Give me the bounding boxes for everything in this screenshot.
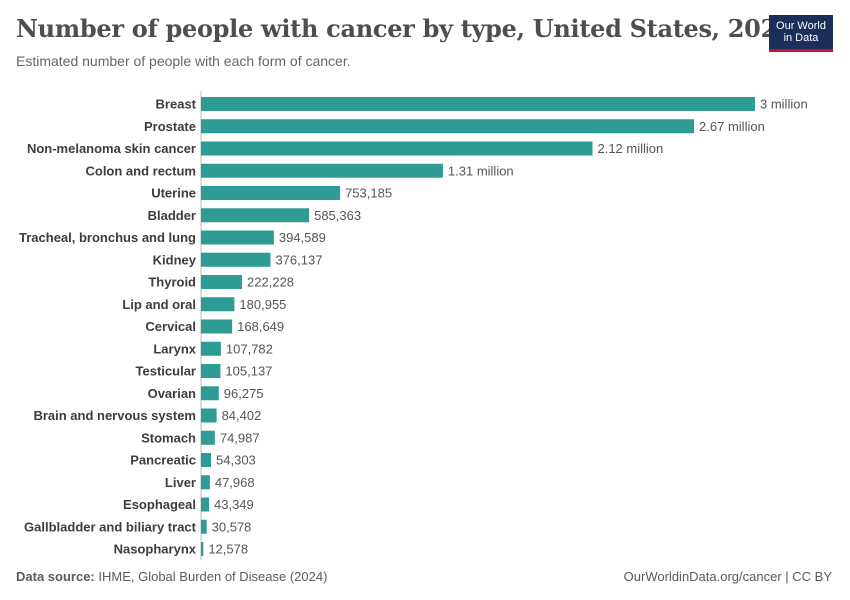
category-label: Bladder	[148, 208, 196, 223]
data-source: Data source: IHME, Global Burden of Dise…	[16, 569, 327, 584]
bar[interactable]	[201, 408, 217, 423]
value-label: 2.67 million	[699, 119, 765, 134]
category-label: Colon and rectum	[85, 163, 196, 178]
category-label: Liver	[165, 475, 196, 490]
value-label: 3 million	[760, 97, 808, 112]
value-label: 54,303	[216, 453, 256, 468]
value-label: 107,782	[226, 341, 273, 356]
logo-line-1: Our World	[776, 20, 826, 32]
bar[interactable]	[201, 453, 212, 467]
value-label: 12,578	[208, 542, 248, 557]
value-label: 394,589	[279, 230, 326, 245]
bar[interactable]	[201, 208, 310, 223]
bar[interactable]	[201, 97, 755, 111]
category-label: Stomach	[141, 430, 196, 445]
category-label: Breast	[156, 97, 197, 112]
value-label: 47,968	[215, 475, 255, 490]
category-label: Brain and nervous system	[33, 408, 196, 423]
bar[interactable]	[201, 163, 443, 178]
bar-chart: Breast 3 million Prostate 2.67 million Non-m…	[19, 91, 808, 560]
value-label: 96,275	[224, 386, 264, 401]
category-label: Larynx	[153, 341, 196, 356]
value-label: 585,363	[314, 208, 361, 223]
category-label: Pancreatic	[130, 453, 196, 468]
bar[interactable]	[201, 252, 271, 267]
bar[interactable]	[201, 386, 219, 401]
value-label: 84,402	[222, 408, 262, 423]
bar[interactable]	[201, 119, 695, 134]
value-label: 2.12 million	[597, 141, 663, 156]
logo-line-2: in Data	[783, 32, 819, 44]
bar[interactable]	[201, 475, 210, 490]
category-label: Nasopharynx	[114, 542, 197, 557]
category-label: Cervical	[145, 319, 196, 334]
data-source-text[interactable]: IHME, Global Burden of Disease (2024)	[98, 569, 328, 584]
bar[interactable]	[201, 364, 221, 378]
value-label: 30,578	[212, 519, 252, 534]
category-label: Esophageal	[123, 497, 196, 512]
category-label: Tracheal, bronchus and lung	[19, 230, 196, 245]
category-label: Prostate	[144, 119, 196, 134]
category-label: Ovarian	[148, 386, 196, 401]
value-label: 753,185	[345, 186, 392, 201]
bar[interactable]	[201, 497, 210, 512]
bar[interactable]	[201, 519, 207, 534]
bar[interactable]	[201, 186, 341, 200]
data-source-label: Data source:	[16, 569, 95, 584]
value-label: 74,987	[220, 430, 260, 445]
chart-title: Number of people with cancer by type, Un…	[16, 14, 794, 43]
value-label: 180,955	[239, 297, 286, 312]
bar[interactable]	[201, 230, 274, 245]
category-label: Gallbladder and biliary tract	[24, 519, 197, 534]
bar[interactable]	[201, 341, 221, 356]
category-label: Testicular	[136, 364, 196, 379]
value-label: 168,649	[237, 319, 284, 334]
value-label: 1.31 million	[448, 163, 514, 178]
category-label: Uterine	[151, 186, 196, 201]
bar[interactable]	[201, 542, 204, 556]
bar[interactable]	[201, 275, 243, 289]
category-label: Thyroid	[148, 275, 196, 290]
bar[interactable]	[201, 141, 593, 156]
value-label: 43,349	[214, 497, 254, 512]
chart-subtitle: Estimated number of people with each for…	[16, 53, 351, 69]
bar[interactable]	[201, 297, 235, 312]
value-label: 376,137	[275, 252, 322, 267]
bar[interactable]	[201, 319, 233, 334]
value-label: 222,228	[247, 275, 294, 290]
owid-logo[interactable]: Our World in Data	[769, 15, 833, 52]
category-label: Kidney	[153, 252, 197, 267]
footer-link[interactable]: OurWorldinData.org/cancer | CC BY	[623, 569, 832, 584]
category-label: Non-melanoma skin cancer	[27, 141, 196, 156]
bar[interactable]	[201, 430, 215, 445]
value-label: 105,137	[225, 364, 272, 379]
category-label: Lip and oral	[122, 297, 196, 312]
